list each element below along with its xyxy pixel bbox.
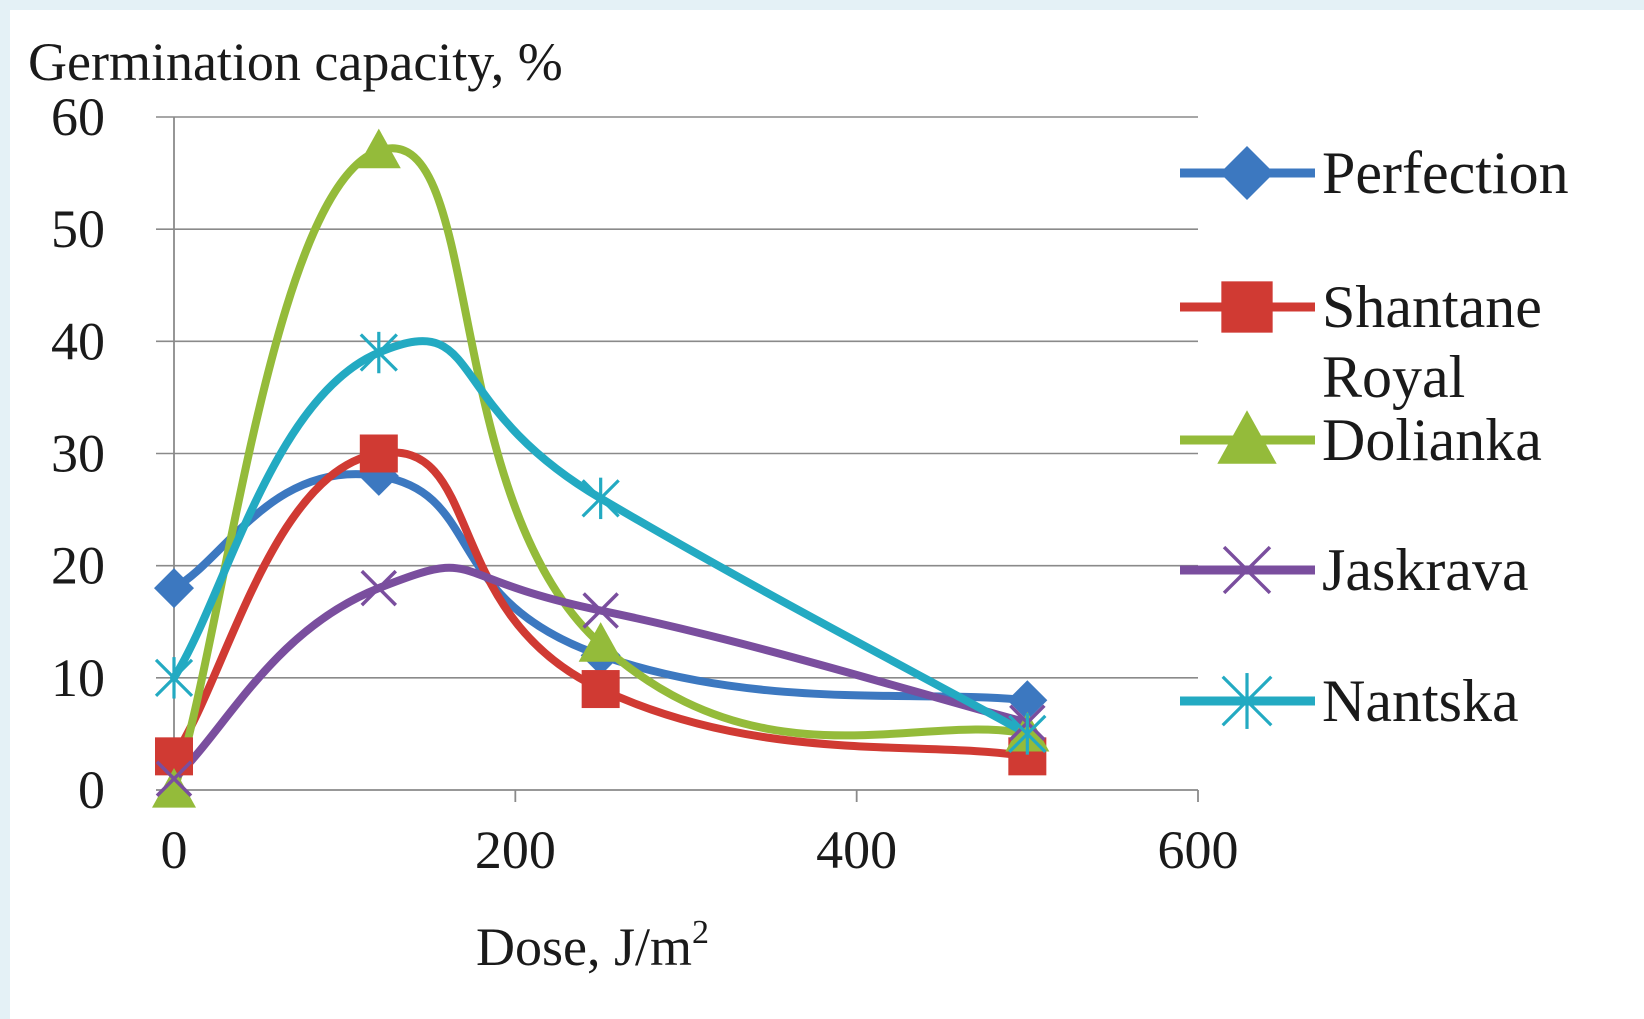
y-axis-title: Germination capacity, % [28,32,563,92]
markers [152,128,1050,808]
data-point-s3-1 [360,569,398,607]
data-point-s2-0 [152,768,196,808]
y-tick-label: 40 [51,311,105,371]
legend-label: Jaskrava [1322,537,1529,603]
y-tick-label: 10 [51,648,105,708]
x-tick-label: 0 [161,820,188,880]
gridlines [156,116,1198,679]
x-tick-labels: 0 200 400 600 [161,820,1239,880]
x-tick-label: 200 [475,820,556,880]
legend-marker [1220,146,1274,200]
y-tick-label: 0 [78,760,105,820]
legend-marker [1221,673,1273,729]
legend-label: Dolianka [1322,407,1542,473]
line-chart: Germination capacity, % 0 10 20 30 40 50 60 0 2… [28,32,1569,977]
series-line-1 [170,448,1032,761]
x-axis-title-sup: 2 [692,914,709,951]
legend-item-2: Dolianka [1180,407,1542,473]
x-tick-label: 600 [1158,820,1239,880]
data-point-s2-2 [578,622,623,662]
series-line-2 [170,144,1032,794]
data-point-s2-1 [356,128,401,169]
legend-item-4: Nantska [1180,668,1519,734]
data-point-s4-0 [154,657,194,699]
data-point-s1-1 [359,434,398,473]
data-point-s3-2 [582,592,619,629]
legend-marker [1221,281,1273,333]
series-line-4 [170,337,1032,738]
legend-item-3: Jaskrava [1180,537,1529,603]
data-point-s4-3 [1008,713,1047,755]
data-point-s4-2 [581,477,620,520]
y-tick-label: 20 [51,536,105,596]
legend-label: Nantska [1322,668,1519,734]
y-tick-label: 60 [51,87,105,147]
data-point-s4-1 [359,331,398,374]
series [170,144,1032,794]
data-point-s0-0 [154,568,194,609]
legend-marker [1222,545,1272,595]
x-tick-label: 400 [816,820,897,880]
data-point-s3-0 [155,760,193,798]
chart-frame: Germination capacity, % 0 10 20 30 40 50 60 0 2… [10,10,1644,1019]
y-tick-label: 50 [51,199,105,259]
data-point-s1-2 [581,670,620,709]
legend-item-0: Perfection [1180,140,1569,206]
series-line-3 [170,563,1032,783]
y-tick-label: 30 [51,424,105,484]
legend-label-line2: Royal [1322,344,1465,410]
x-axis-title: Dose, J/m2 [476,914,709,977]
legend-label: Shantane [1322,274,1542,340]
y-tick-labels: 0 10 20 30 40 50 60 [51,87,105,820]
legend-marker [1217,410,1277,464]
x-axis-title-main: Dose, J/m [476,917,692,977]
legend-label: Perfection [1322,140,1569,206]
